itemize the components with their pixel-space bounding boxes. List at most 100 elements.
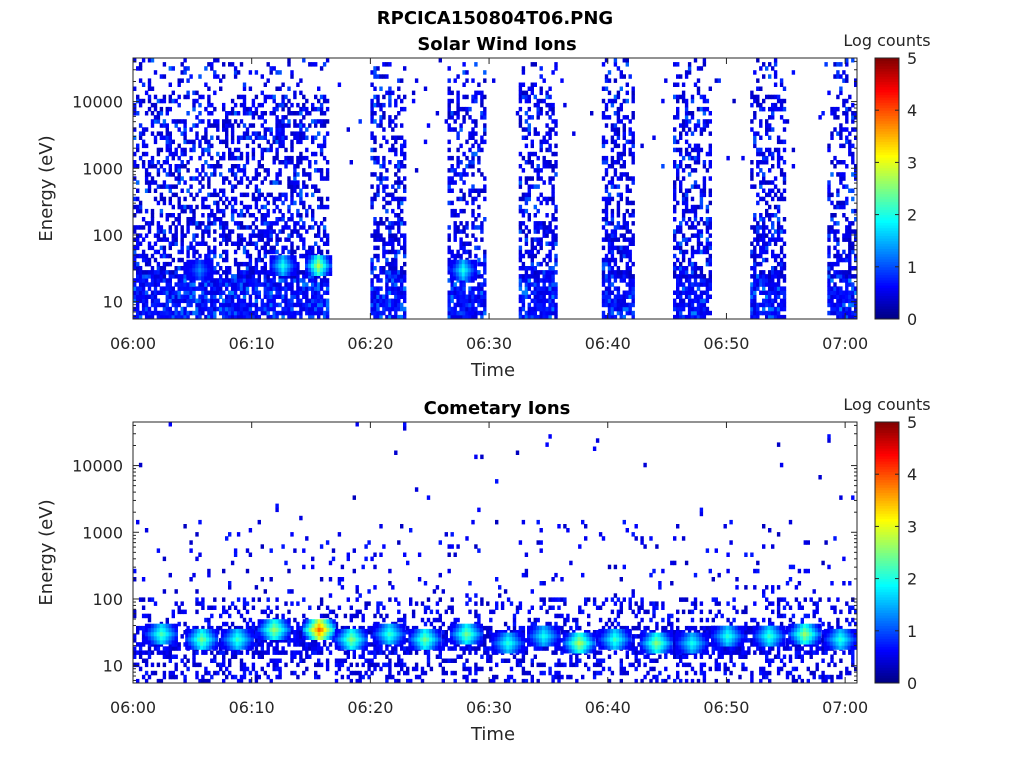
heatmap-cell <box>269 131 273 136</box>
heatmap-cell <box>681 94 686 100</box>
heatmap-cell <box>779 314 784 320</box>
heatmap-cell <box>762 196 766 202</box>
heatmap-cell <box>174 302 178 308</box>
heatmap-cell <box>233 74 238 79</box>
heatmap-cell <box>542 160 546 165</box>
heatmap-cell <box>266 306 270 312</box>
heatmap-cell <box>616 111 621 116</box>
heatmap-cell <box>539 302 543 308</box>
heatmap-cell <box>156 266 161 271</box>
heatmap-cell <box>539 290 543 295</box>
heatmap-cell <box>610 160 615 165</box>
heatmap-cell <box>394 147 398 153</box>
heatmap-cell <box>524 225 529 230</box>
heatmap-cell <box>144 111 149 116</box>
heatmap-cell <box>266 233 270 238</box>
heatmap-cell <box>539 278 543 283</box>
heatmap-cell <box>138 646 143 651</box>
heatmap-cell <box>222 233 226 238</box>
heatmap-cell <box>604 213 609 218</box>
heatmap-cell <box>830 310 834 316</box>
heatmap-cell <box>450 298 454 304</box>
heatmap-cell <box>527 184 531 189</box>
heatmap-cell <box>233 66 238 71</box>
heatmap-cell <box>619 302 623 308</box>
colorbar-segment <box>875 240 899 244</box>
heatmap-cell <box>248 314 253 320</box>
heatmap-cell <box>551 196 555 202</box>
heatmap-cell <box>373 70 377 75</box>
heatmap-cell <box>833 106 837 112</box>
heatmap-cell <box>174 192 178 198</box>
heatmap-cell <box>551 306 555 312</box>
heatmap-cell <box>474 298 478 304</box>
heatmap-cell <box>388 86 392 91</box>
heatmap-cell <box>319 176 324 181</box>
heatmap-cell <box>141 597 146 602</box>
heatmap-cell <box>382 62 386 67</box>
heatmap-cell <box>705 294 710 299</box>
heatmap-cell <box>133 298 137 304</box>
heatmap-cell <box>848 229 852 234</box>
heatmap-cell <box>225 314 229 320</box>
heatmap-cell <box>168 98 172 104</box>
heatmap-cell <box>471 184 475 189</box>
heatmap-cell <box>759 196 763 202</box>
heatmap-cell <box>394 294 398 299</box>
colorbar-segment <box>875 185 899 189</box>
heatmap-cell <box>827 184 831 189</box>
hot-spot-cell <box>458 271 463 277</box>
heatmap-cell <box>266 302 270 308</box>
heatmap-cell <box>136 266 140 271</box>
hot-spot-cell <box>272 271 276 276</box>
heatmap-cell <box>233 274 238 279</box>
heatmap-cell <box>290 184 294 189</box>
heatmap-cell <box>373 245 377 251</box>
heatmap-cell <box>296 184 300 189</box>
heatmap-cell <box>681 249 686 255</box>
heatmap-cell <box>708 241 712 246</box>
heatmap-cell <box>759 270 763 275</box>
heatmap-cell <box>388 249 392 255</box>
heatmap-cell <box>681 270 686 275</box>
heatmap-cell <box>681 306 686 312</box>
heatmap-cell <box>263 290 267 295</box>
heatmap-cell <box>254 290 259 295</box>
heatmap-cell <box>779 245 784 251</box>
heatmap-cell <box>699 192 704 198</box>
heatmap-cell <box>233 200 238 206</box>
heatmap-cell <box>518 204 523 210</box>
heatmap-cell <box>251 111 256 116</box>
heatmap-cell <box>756 164 760 169</box>
heatmap-cell <box>201 294 205 299</box>
heatmap-cell <box>845 225 849 230</box>
heatmap-cell <box>373 155 377 161</box>
colorbar-segment <box>875 209 899 213</box>
hot-spot-cell <box>452 267 457 273</box>
heatmap-cell <box>830 172 834 177</box>
heatmap-cell <box>141 82 146 87</box>
heatmap-cell <box>382 221 386 226</box>
heatmap-cell <box>839 123 843 128</box>
heatmap-cell <box>305 310 309 316</box>
hot-spot-cell <box>328 263 333 268</box>
heatmap-cell <box>530 164 534 169</box>
heatmap-cell <box>254 204 259 210</box>
heatmap-cell <box>299 253 303 259</box>
heatmap-cell <box>625 253 629 259</box>
heatmap-cell <box>693 213 698 218</box>
heatmap-cell <box>842 184 846 189</box>
heatmap-cell <box>762 249 766 255</box>
heatmap-cell <box>524 135 529 140</box>
heatmap-cell <box>771 111 775 116</box>
heatmap-cell <box>607 282 612 287</box>
heatmap-cell <box>705 123 710 128</box>
heatmap-cell <box>296 208 300 214</box>
heatmap-cell <box>403 66 407 71</box>
heatmap-cell <box>174 298 178 304</box>
heatmap-cell <box>180 237 184 242</box>
heatmap-cell <box>159 123 164 128</box>
heatmap-cell <box>213 245 217 251</box>
heatmap-cell <box>776 233 781 238</box>
heatmap-cell <box>299 119 303 124</box>
